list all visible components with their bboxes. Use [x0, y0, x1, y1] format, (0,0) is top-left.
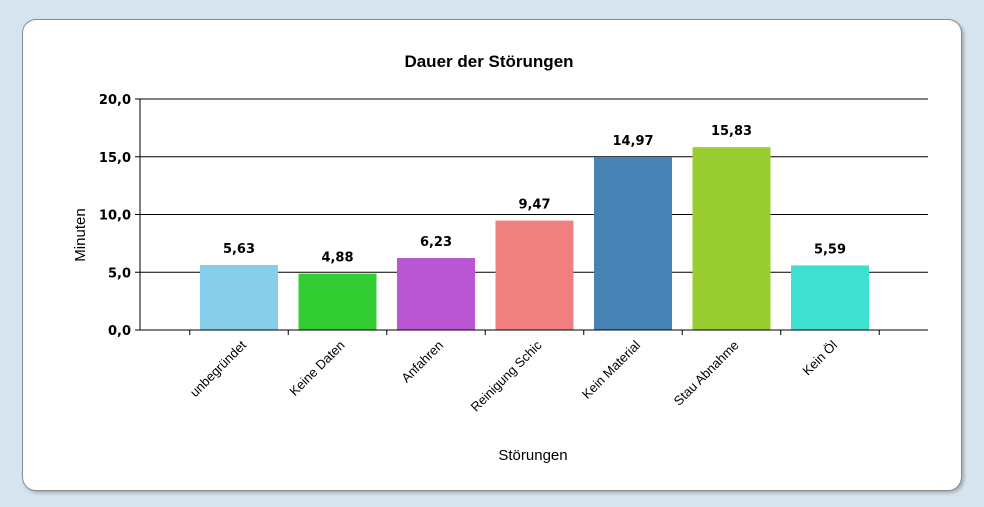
chart-panel: Dauer der Störungen 0,0 5,0 10,0 15,0 20,0 5… [22, 19, 962, 491]
x-axis: unbegründet Keine Daten Anfahren Reinigung … [140, 329, 928, 415]
bar-chart: Dauer der Störungen 0,0 5,0 10,0 15,0 20,0 5… [72, 52, 928, 464]
value-label: 14,97 [612, 134, 653, 149]
value-label: 5,59 [814, 242, 846, 257]
x-tick-label: Anfahren [398, 338, 446, 386]
value-label: 6,23 [420, 235, 452, 250]
x-tick-label: unbegründet [187, 337, 250, 400]
value-label: 9,47 [518, 198, 550, 213]
bar[interactable] [200, 264, 278, 330]
bar[interactable] [495, 220, 574, 330]
value-label: 4,88 [321, 251, 353, 266]
x-tick-label: Kein Material [579, 337, 643, 401]
x-tick-label: Stau Abnahme [671, 338, 742, 409]
y-tick-label: 0,0 [108, 324, 131, 339]
bar[interactable] [692, 147, 771, 330]
x-tick-label: Reinigung Schic [468, 337, 545, 414]
y-tick-label: 20,0 [99, 93, 131, 108]
y-tick-label: 5,0 [108, 266, 131, 281]
bar[interactable] [791, 265, 869, 330]
value-label: 5,63 [223, 242, 255, 257]
y-axis: 0,0 5,0 10,0 15,0 20,0 [99, 93, 141, 339]
value-label: 15,83 [711, 124, 752, 139]
y-tick-label: 10,0 [99, 209, 131, 224]
x-tick-label: Kein Öl [799, 337, 840, 378]
x-tick-label: Keine Daten [286, 338, 347, 399]
bar[interactable] [298, 273, 377, 330]
chart-title: Dauer der Störungen [404, 52, 573, 71]
bars [200, 147, 869, 330]
x-axis-label: Störungen [498, 447, 567, 464]
y-tick-label: 15,0 [99, 151, 131, 166]
y-axis-label: Minuten [72, 208, 89, 261]
value-labels: 5,63 4,88 6,23 9,47 14,97 15,83 5,59 [223, 124, 846, 265]
bar[interactable] [397, 258, 475, 330]
bar[interactable] [594, 157, 672, 330]
